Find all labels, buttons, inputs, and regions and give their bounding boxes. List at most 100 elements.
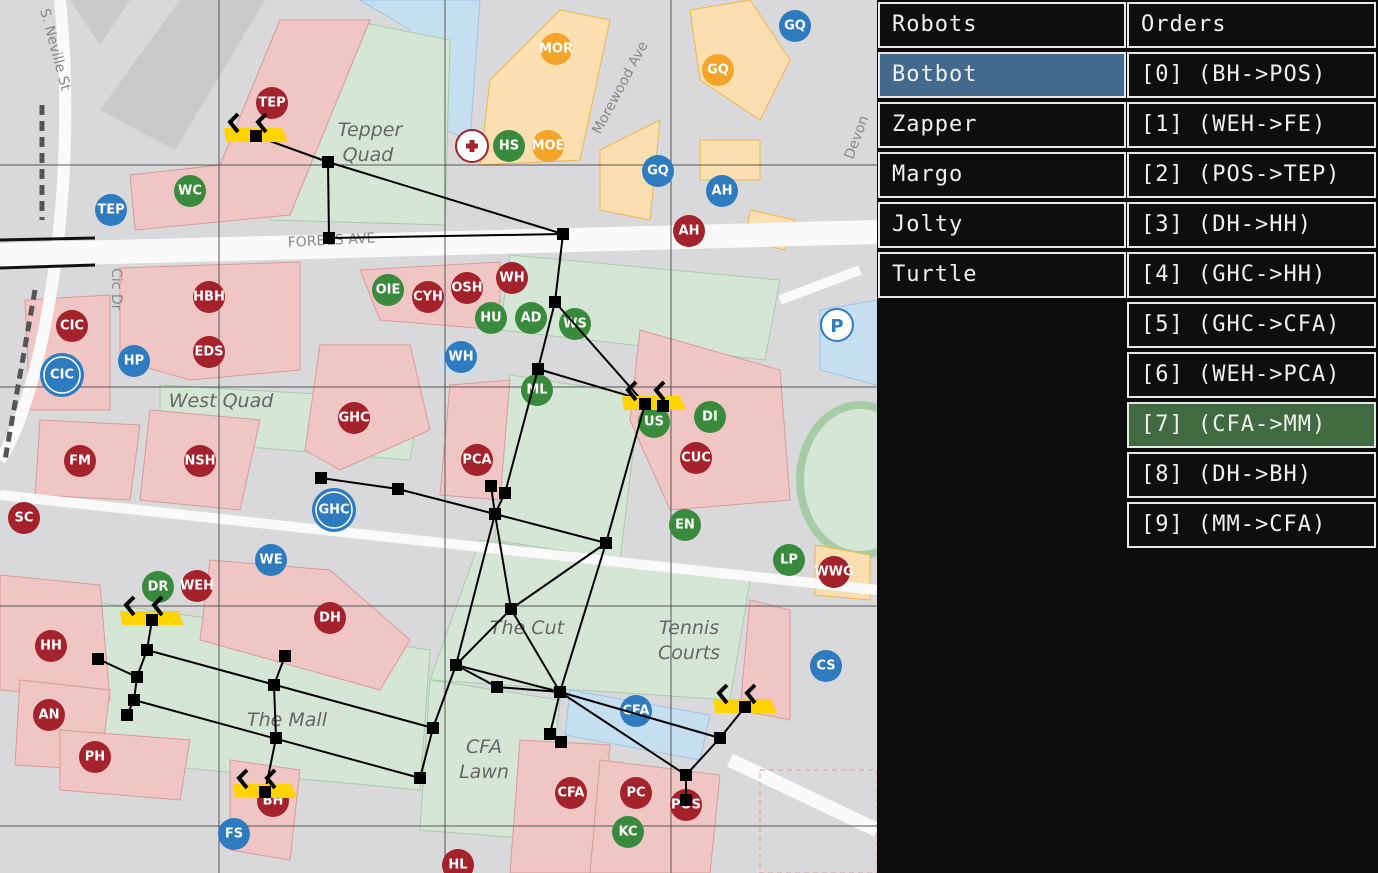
poi-marker-mor[interactable]: MOR bbox=[539, 33, 573, 65]
order-item[interactable]: [9] (MM->CFA) bbox=[1127, 502, 1376, 548]
area-label: Courts bbox=[658, 642, 720, 664]
path-edge bbox=[419, 727, 434, 779]
poi-marker-pc[interactable]: PC bbox=[620, 777, 652, 809]
poi-marker-ph[interactable]: PH bbox=[79, 741, 111, 773]
path-edge bbox=[455, 664, 561, 693]
poi-marker-cfa[interactable]: CFA bbox=[555, 777, 587, 809]
poi-marker-cic[interactable]: CIC bbox=[40, 353, 84, 397]
path-edge bbox=[97, 658, 138, 678]
path-edge bbox=[264, 737, 277, 793]
robot-item-zapper[interactable]: Zapper bbox=[878, 102, 1126, 148]
poi-marker-dr[interactable]: DR bbox=[142, 571, 174, 603]
poi-label: WH bbox=[499, 271, 524, 286]
order-item[interactable]: [8] (DH->BH) bbox=[1127, 452, 1376, 498]
order-item[interactable]: [5] (GHC->CFA) bbox=[1127, 302, 1376, 348]
robot-item-margo[interactable]: Margo bbox=[878, 152, 1126, 198]
parking-marker[interactable]: P bbox=[820, 308, 854, 342]
path-node bbox=[131, 671, 143, 683]
poi-marker-di[interactable]: DI bbox=[694, 401, 726, 433]
poi-marker-wh[interactable]: WH bbox=[445, 341, 477, 373]
poi-marker-hu[interactable]: HU bbox=[475, 302, 507, 334]
order-item-selected[interactable]: [7] (CFA->MM) bbox=[1127, 402, 1376, 448]
poi-marker-pca[interactable]: PCA bbox=[461, 444, 493, 476]
order-item[interactable]: [1] (WEH->FE) bbox=[1127, 102, 1376, 148]
poi-label: US bbox=[644, 415, 664, 430]
poi-marker-lp[interactable]: LP bbox=[773, 544, 805, 576]
poi-marker-moe[interactable]: MOE bbox=[532, 130, 565, 162]
poi-marker-nsh[interactable]: NSH bbox=[184, 445, 216, 477]
poi-marker-we[interactable]: WE bbox=[255, 544, 287, 576]
path-node bbox=[322, 156, 334, 168]
poi-label: TEP bbox=[258, 96, 285, 111]
poi-label: CFA bbox=[623, 704, 650, 719]
poi-marker-cyh[interactable]: CYH bbox=[412, 281, 444, 313]
poi-marker-us[interactable]: US bbox=[638, 406, 670, 438]
poi-marker-dh[interactable]: DH bbox=[314, 602, 346, 634]
poi-marker-oie[interactable]: OIE bbox=[372, 274, 404, 306]
poi-marker-ah[interactable]: AH bbox=[673, 215, 705, 247]
order-item[interactable]: [6] (WEH->PCA) bbox=[1127, 352, 1376, 398]
order-item[interactable]: [0] (BH->POS) bbox=[1127, 52, 1376, 98]
orders-header: Orders bbox=[1127, 2, 1376, 48]
poi-marker-an[interactable]: AN bbox=[33, 699, 65, 731]
poi-marker-hp[interactable]: HP bbox=[118, 345, 150, 377]
poi-marker-ad[interactable]: AD bbox=[515, 302, 547, 334]
poi-marker-fs[interactable]: FS bbox=[218, 818, 250, 850]
control-panel: Robots Botbot Zapper Margo Jolty Turtle … bbox=[877, 0, 1378, 873]
poi-marker-wwg[interactable]: WWG bbox=[814, 556, 854, 588]
poi-marker-weh[interactable]: WEH bbox=[180, 570, 214, 602]
poi-marker-ghc[interactable]: GHC bbox=[312, 488, 356, 532]
poi-marker-eds[interactable]: EDS bbox=[193, 336, 225, 368]
poi-marker-gq[interactable]: GQ bbox=[702, 54, 734, 86]
path-node bbox=[279, 650, 291, 662]
poi-label: EDS bbox=[194, 345, 223, 360]
poi-marker-tep[interactable]: TEP bbox=[256, 87, 288, 119]
poi-marker-hs[interactable]: HS bbox=[493, 130, 525, 162]
path-edge bbox=[685, 737, 721, 776]
poi-label: DR bbox=[148, 580, 169, 595]
poi-marker-osh[interactable]: OSH bbox=[451, 272, 483, 304]
poi-marker-hbh[interactable]: HBH bbox=[193, 281, 225, 313]
campus-map[interactable]: Tepper Quad West Quad The Cut Tennis Cou… bbox=[0, 0, 877, 873]
poi-label: ML bbox=[526, 383, 547, 398]
robot-icon[interactable] bbox=[622, 380, 686, 410]
path-node bbox=[680, 769, 692, 781]
poi-marker-wc[interactable]: WC bbox=[174, 175, 206, 207]
poi-marker-tep[interactable]: TEP bbox=[95, 194, 127, 226]
order-item[interactable]: [2] (POS->TEP) bbox=[1127, 152, 1376, 198]
robot-item-turtle[interactable]: Turtle bbox=[878, 252, 1126, 298]
poi-marker-cic[interactable]: CIC bbox=[56, 310, 88, 342]
path-node bbox=[146, 614, 158, 626]
path-edge bbox=[504, 368, 539, 494]
poi-marker-hl[interactable]: HL bbox=[442, 849, 474, 873]
path-node bbox=[491, 681, 503, 693]
poi-marker-hh[interactable]: HH bbox=[35, 630, 67, 662]
poi-marker-ah[interactable]: AH bbox=[706, 175, 738, 207]
robots-header: Robots bbox=[878, 2, 1126, 48]
poi-label: WH bbox=[448, 350, 473, 365]
path-node bbox=[414, 772, 426, 784]
poi-marker-fm[interactable]: FM bbox=[64, 445, 96, 477]
poi-label: AN bbox=[39, 708, 60, 723]
poi-marker-cuc[interactable]: CUC bbox=[680, 442, 712, 474]
poi-marker-gq[interactable]: GQ bbox=[642, 155, 674, 187]
robot-item-botbot[interactable]: Botbot bbox=[878, 52, 1126, 98]
street-label: Cic Dr bbox=[108, 268, 124, 311]
poi-label: CYH bbox=[413, 290, 443, 305]
area-label: Quad bbox=[343, 144, 395, 166]
poi-label: PH bbox=[85, 750, 105, 765]
poi-marker-gq[interactable]: GQ bbox=[779, 10, 811, 42]
poi-marker-kc[interactable]: KC bbox=[612, 816, 644, 848]
path-edge bbox=[494, 513, 607, 544]
robot-item-jolty[interactable]: Jolty bbox=[878, 202, 1126, 248]
poi-marker-wh[interactable]: WH bbox=[496, 262, 528, 294]
poi-marker-ghc[interactable]: GHC bbox=[338, 402, 370, 434]
poi-marker-cfa[interactable]: CFA bbox=[620, 695, 652, 727]
order-item[interactable]: [4] (GHC->HH) bbox=[1127, 252, 1376, 298]
poi-marker-en[interactable]: EN bbox=[669, 509, 701, 541]
poi-label: GHC bbox=[338, 411, 369, 426]
poi-marker-sc[interactable]: SC bbox=[8, 502, 40, 534]
poi-marker-cs[interactable]: CS bbox=[810, 650, 842, 682]
order-item[interactable]: [3] (DH->HH) bbox=[1127, 202, 1376, 248]
poi-marker-ml[interactable]: ML bbox=[521, 374, 553, 406]
